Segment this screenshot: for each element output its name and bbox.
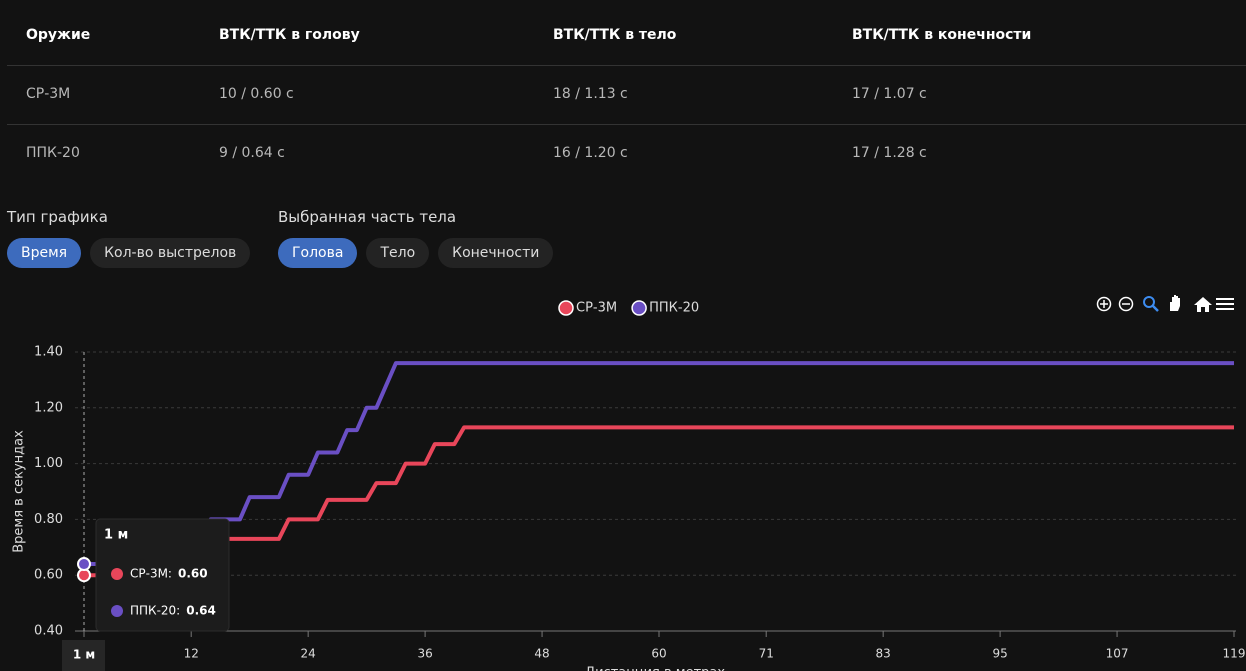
tooltip-series-name: ППК-20: [130, 604, 180, 618]
control-label: Тип графика [7, 208, 108, 226]
table-cell: 18 / 1.13 с [553, 86, 628, 102]
zoom-out-icon[interactable] [1118, 296, 1134, 312]
table-cell: ППК-20 [26, 145, 80, 161]
toggle-button[interactable]: Конечности [438, 238, 554, 268]
column-header: ВТК/ТТК в тело [553, 27, 677, 43]
x-tick-label: 119 [1223, 647, 1246, 661]
x-tick-label: 24 [301, 647, 316, 661]
table-cell: 9 / 0.64 с [219, 145, 285, 161]
crosshair-label-box [62, 640, 105, 671]
x-tick-label: 71 [759, 647, 774, 661]
hover-marker [77, 557, 91, 572]
crosshair-label: 1 м [73, 648, 95, 662]
table-cell: СР-3М [26, 86, 71, 102]
toggle-button[interactable]: Голова [278, 238, 358, 268]
row-separator [7, 124, 1246, 125]
tooltip-title: 1 м [104, 528, 128, 543]
pan-icon[interactable] [1170, 295, 1180, 311]
x-tick-label: 60 [651, 647, 666, 661]
home-icon[interactable] [1194, 297, 1212, 312]
y-tick-label: 0.40 [34, 624, 63, 639]
x-tick-label: 95 [992, 647, 1007, 661]
toggle-button[interactable]: Тело [366, 238, 430, 268]
tooltip: 1 м СР-3М: 0.60 ППК-20: 0.64 [95, 518, 230, 632]
column-header: ВТК/ТТК в конечности [852, 27, 1032, 43]
control-label: Выбранная часть тела [278, 208, 457, 226]
y-tick-label: 1.00 [34, 456, 63, 471]
y-tick-label: 1.40 [34, 345, 63, 360]
row-separator [7, 65, 1246, 66]
zoom-in-icon[interactable] [1096, 296, 1112, 312]
series-line [84, 425, 1234, 578]
zoom-icon[interactable] [1143, 296, 1155, 308]
y-tick-label: 0.60 [34, 568, 63, 583]
table-cell: 16 / 1.20 с [553, 145, 628, 161]
column-header: ВТК/ТТК в голову [219, 27, 360, 43]
legend-marker[interactable] [631, 300, 647, 316]
zoom-in-plus [1100, 300, 1108, 308]
toolbar [1096, 295, 1234, 312]
legend-marker[interactable] [558, 300, 574, 316]
column-header: Оружие [26, 27, 91, 43]
y-tick-label: 1.20 [34, 400, 63, 415]
tooltip-value: 0.64 [186, 604, 216, 618]
toggle-button[interactable]: Время [7, 238, 82, 268]
legend-label[interactable]: СР-3М [576, 301, 617, 316]
x-axis-title: Дистанция в метрах [585, 666, 725, 671]
zoom-handle [1152, 305, 1159, 312]
x-tick-label: 107 [1106, 647, 1129, 661]
body-part-buttons: Голова Тело Конечности [278, 238, 554, 268]
x-tick-label: 36 [417, 647, 432, 661]
table-cell: 17 / 1.07 с [852, 86, 927, 102]
tooltip-value: 0.60 [178, 567, 208, 581]
tooltip-box [95, 518, 230, 632]
x-tick-label: 48 [534, 647, 549, 661]
tooltip-marker [111, 568, 123, 580]
menu-icon[interactable] [1216, 298, 1234, 310]
chart-type-buttons: Время Кол-во выстрелов [7, 238, 251, 268]
tooltip-marker [111, 605, 123, 617]
toggle-button[interactable]: Кол-во выстрелов [90, 238, 251, 268]
legend-label[interactable]: ППК-20 [649, 301, 699, 316]
y-tick-label: 0.80 [34, 512, 63, 527]
table-cell: 17 / 1.28 с [852, 145, 927, 161]
tooltip-series-name: СР-3М: [130, 567, 172, 581]
table-cell: 10 / 0.60 с [219, 86, 294, 102]
x-tick-label: 83 [876, 647, 891, 661]
x-tick-label: 12 [184, 647, 199, 661]
y-axis-title: Время в секундах [12, 430, 27, 553]
